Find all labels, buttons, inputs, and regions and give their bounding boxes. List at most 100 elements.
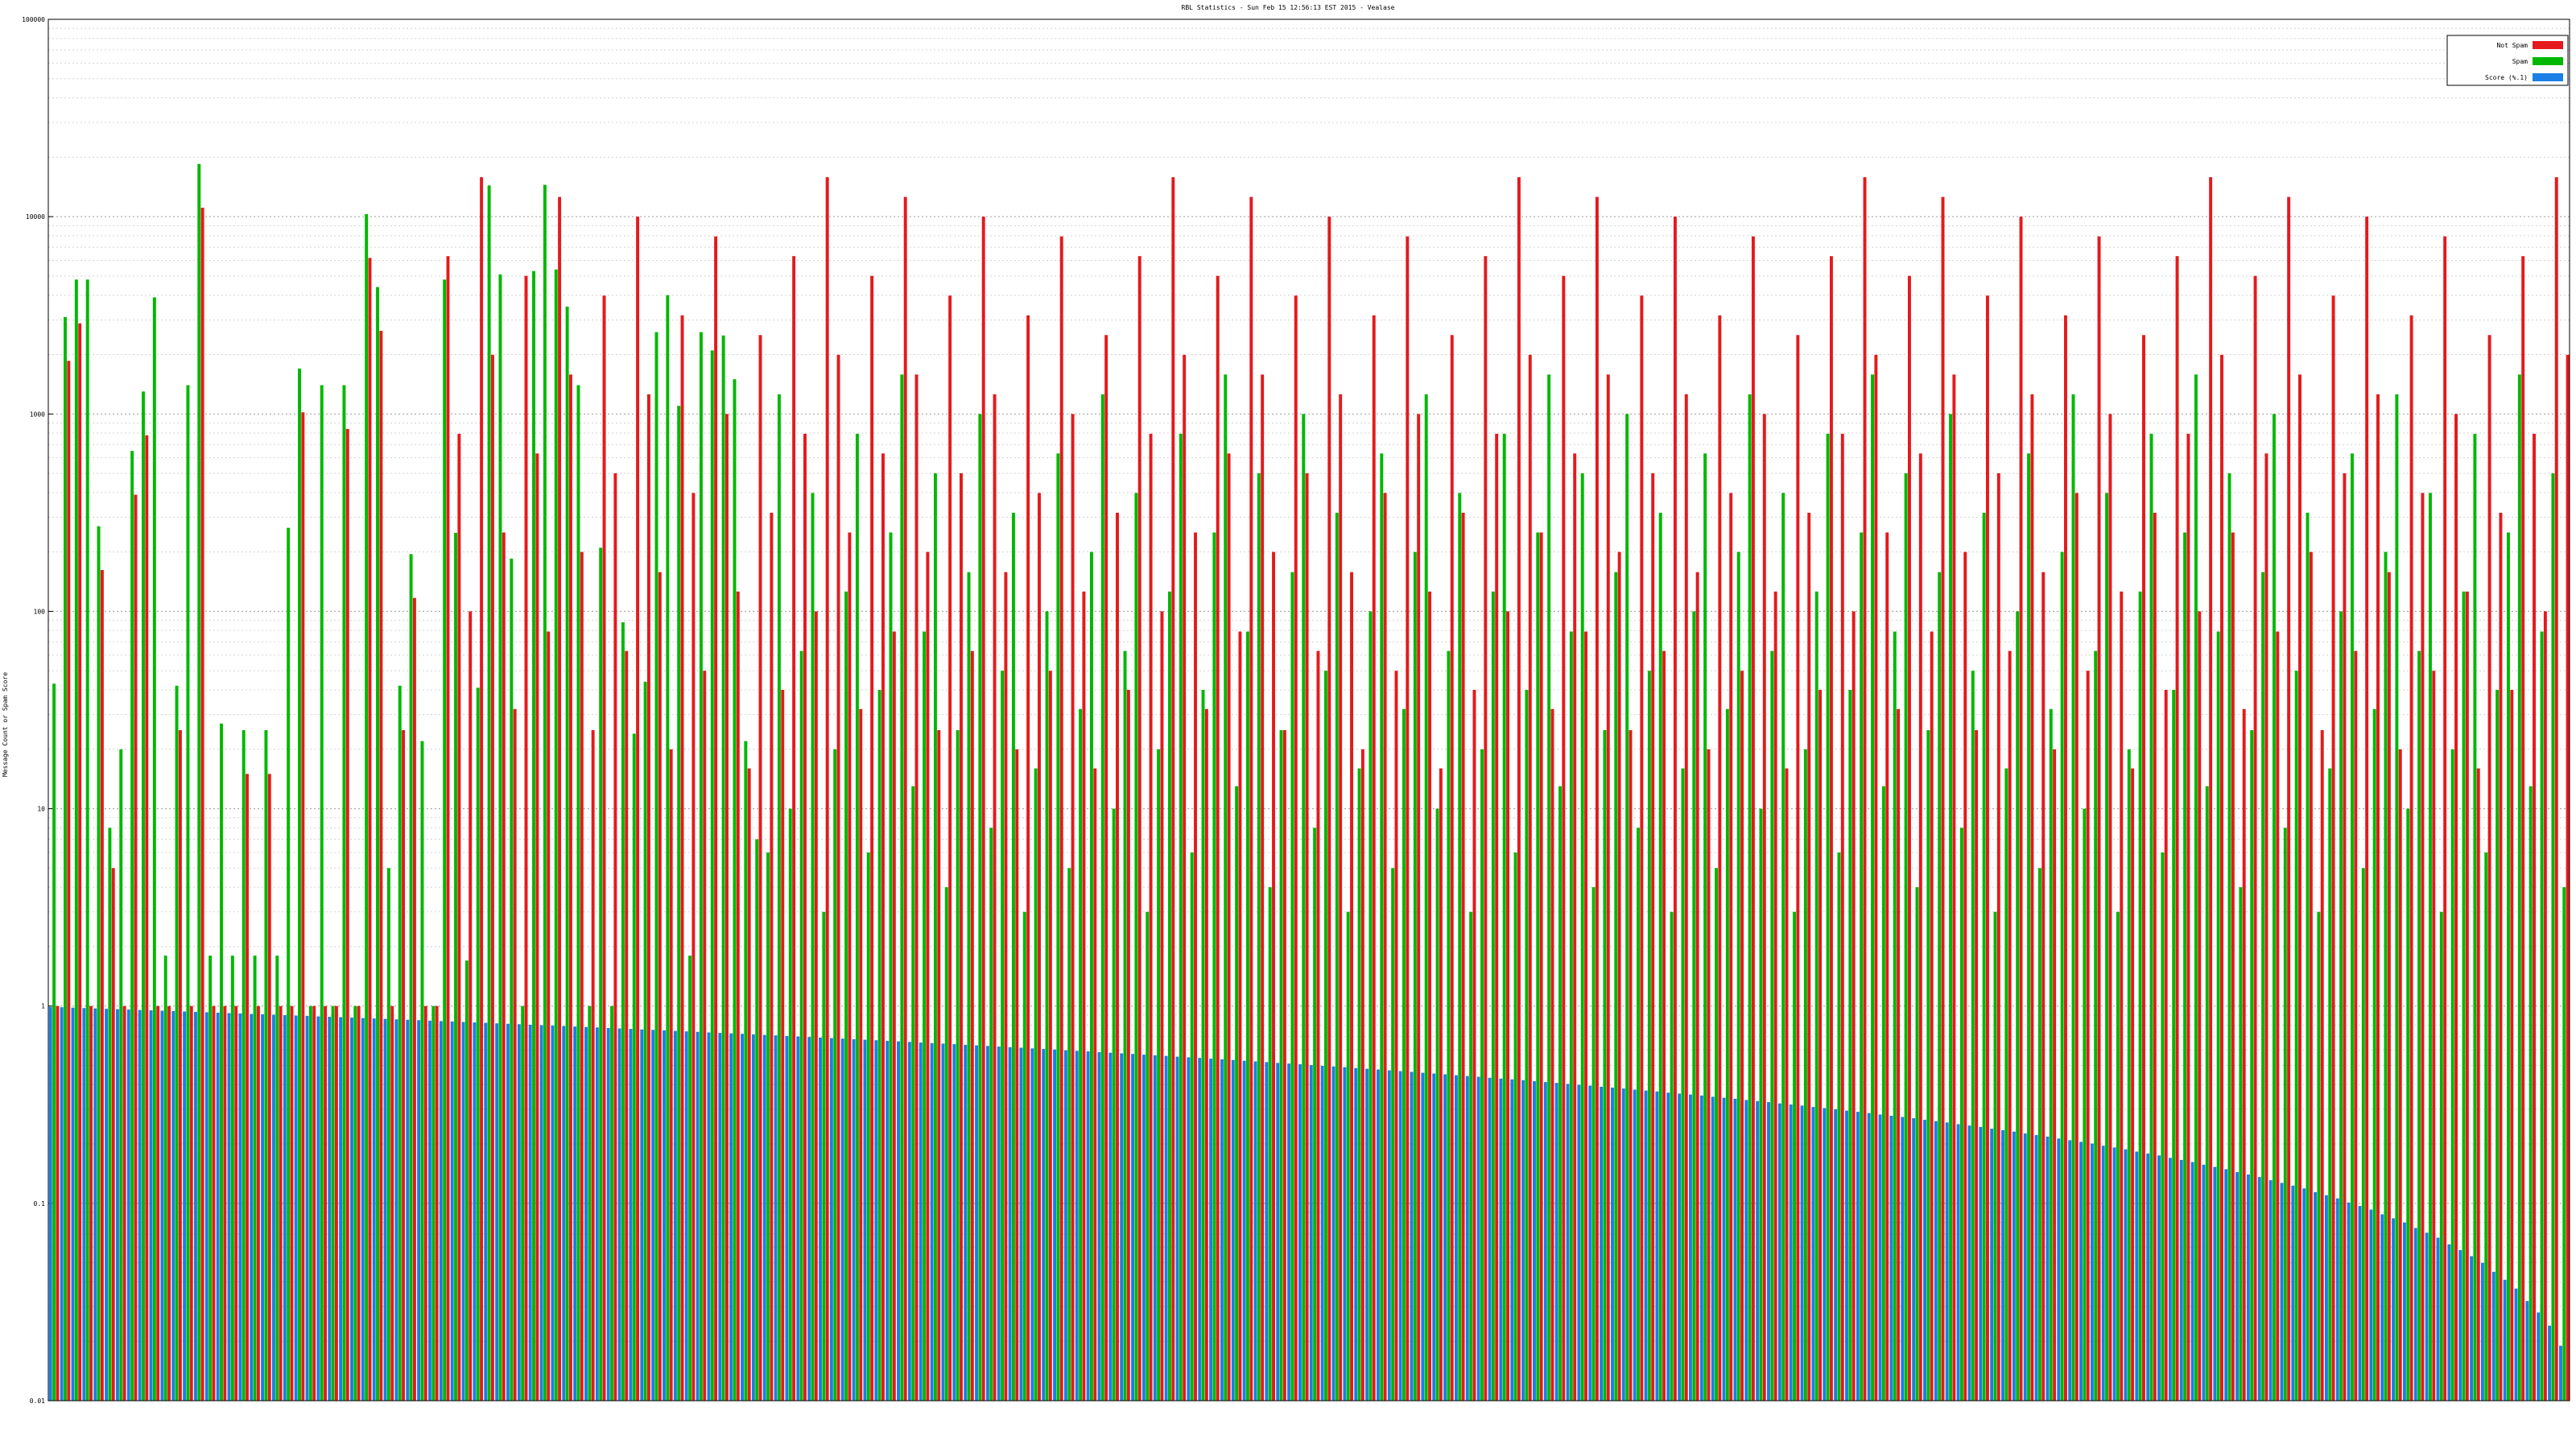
not-spam-bar: [2030, 394, 2034, 1401]
not-spam-bar: [435, 1005, 439, 1401]
spam-bar: [2272, 414, 2276, 1402]
score-bar: [1867, 1113, 1871, 1401]
spam-bar: [242, 730, 246, 1401]
score-bar: [651, 1030, 655, 1401]
not-spam-bar: [2086, 671, 2090, 1401]
score-bar: [751, 1034, 755, 1401]
score-bar: [473, 1022, 477, 1401]
spam-bar: [208, 956, 213, 1401]
not-spam-bar: [1517, 177, 1521, 1402]
not-spam-bar: [312, 1005, 316, 1401]
not-spam-bar: [480, 177, 484, 1402]
score-bar: [2001, 1129, 2004, 1401]
score-bar: [673, 1030, 677, 1401]
spam-bar: [2027, 453, 2031, 1401]
not-spam-bar: [1707, 749, 1711, 1401]
not-spam-bar: [1194, 532, 1197, 1401]
not-spam-bar: [1216, 275, 1220, 1402]
spam-bar: [1715, 868, 1718, 1401]
score-bar: [2514, 1288, 2518, 1401]
spam-bar: [911, 786, 915, 1401]
spam-bar: [923, 631, 927, 1401]
score-bar: [2146, 1153, 2150, 1401]
not-spam-bar: [1339, 394, 1343, 1401]
not-spam-bar: [334, 1005, 338, 1401]
not-spam-bar: [2533, 433, 2536, 1401]
score-bar: [2101, 1146, 2105, 1401]
spam-bar: [1770, 650, 1774, 1401]
spam-bar: [2205, 786, 2209, 1401]
spam-bar: [2306, 512, 2310, 1401]
score-bar: [1220, 1059, 1224, 1401]
spam-bar: [576, 385, 580, 1401]
score-bar: [428, 1020, 431, 1401]
not-spam-bar: [1985, 295, 1989, 1401]
not-spam-bar: [848, 532, 852, 1401]
score-bar: [1878, 1114, 1882, 1401]
spam-bar: [1748, 394, 1752, 1401]
not-spam-bar: [1573, 453, 1577, 1401]
not-spam-bar: [2276, 631, 2280, 1401]
not-spam-bar: [2554, 177, 2558, 1402]
score-bar: [1633, 1089, 1637, 1401]
not-spam-bar: [1472, 689, 1476, 1401]
spam-bar: [376, 287, 379, 1402]
spam-bar: [1324, 671, 1327, 1401]
score-bar: [1588, 1085, 1592, 1401]
spam-bar: [1647, 671, 1651, 1401]
score-bar: [2291, 1185, 2295, 1401]
score-bar: [2235, 1172, 2240, 1401]
score-bar: [2491, 1271, 2496, 1401]
score-bar: [874, 1040, 878, 1401]
spam-bar: [464, 960, 469, 1401]
spam-bar: [1134, 493, 1138, 1401]
spam-bar: [610, 1005, 614, 1401]
spam-bar: [431, 1005, 436, 1401]
not-spam-bar: [1160, 611, 1164, 1401]
not-spam-bar: [535, 453, 539, 1401]
not-spam-bar: [926, 551, 930, 1401]
spam-bar: [889, 532, 893, 1401]
score-bar: [506, 1023, 510, 1401]
not-spam-bar: [1751, 236, 1755, 1402]
spam-bar: [1982, 512, 1986, 1401]
score-bar: [1086, 1051, 1090, 1401]
not-spam-bar: [914, 374, 919, 1401]
score-bar: [305, 1016, 309, 1401]
score-bar: [774, 1035, 778, 1401]
score-bar: [60, 1007, 64, 1401]
spam-bar: [2227, 473, 2231, 1401]
spam-bar: [1391, 868, 1395, 1401]
score-bar: [1689, 1094, 1692, 1401]
spam-bar: [822, 911, 826, 1401]
score-bar: [227, 1013, 231, 1401]
score-bar: [183, 1011, 187, 1401]
legend-swatch: [2533, 73, 2563, 81]
spam-bar: [1569, 631, 1573, 1401]
bar-marks: [48, 163, 2570, 1402]
y-tick-label: 0.1: [34, 1200, 46, 1208]
score-bar: [250, 1013, 254, 1401]
spam-bar: [320, 385, 324, 1401]
not-spam-bar: [212, 1005, 216, 1401]
not-spam-bar: [1327, 217, 1331, 1402]
score-bar: [2202, 1164, 2206, 1401]
not-spam-bar: [859, 708, 863, 1401]
spam-bar: [1168, 591, 1171, 1401]
not-spam-bar: [1941, 196, 1945, 1401]
spam-bar: [1725, 708, 1729, 1401]
score-bar: [1175, 1056, 1179, 1401]
not-spam-bar: [2264, 453, 2268, 1401]
not-spam-bar: [1305, 473, 1309, 1401]
spam-bar: [264, 730, 268, 1401]
not-spam-bar: [246, 774, 250, 1401]
not-spam-bar: [714, 236, 718, 1402]
spam-bar: [2172, 689, 2176, 1401]
score-bar: [204, 1012, 208, 1401]
spam-bar: [788, 808, 792, 1401]
spam-bar: [386, 868, 390, 1401]
y-tick-label: 1000: [30, 411, 45, 418]
not-spam-bar: [446, 256, 450, 1401]
not-spam-bar: [1282, 730, 1286, 1401]
spam-bar: [2540, 631, 2544, 1401]
